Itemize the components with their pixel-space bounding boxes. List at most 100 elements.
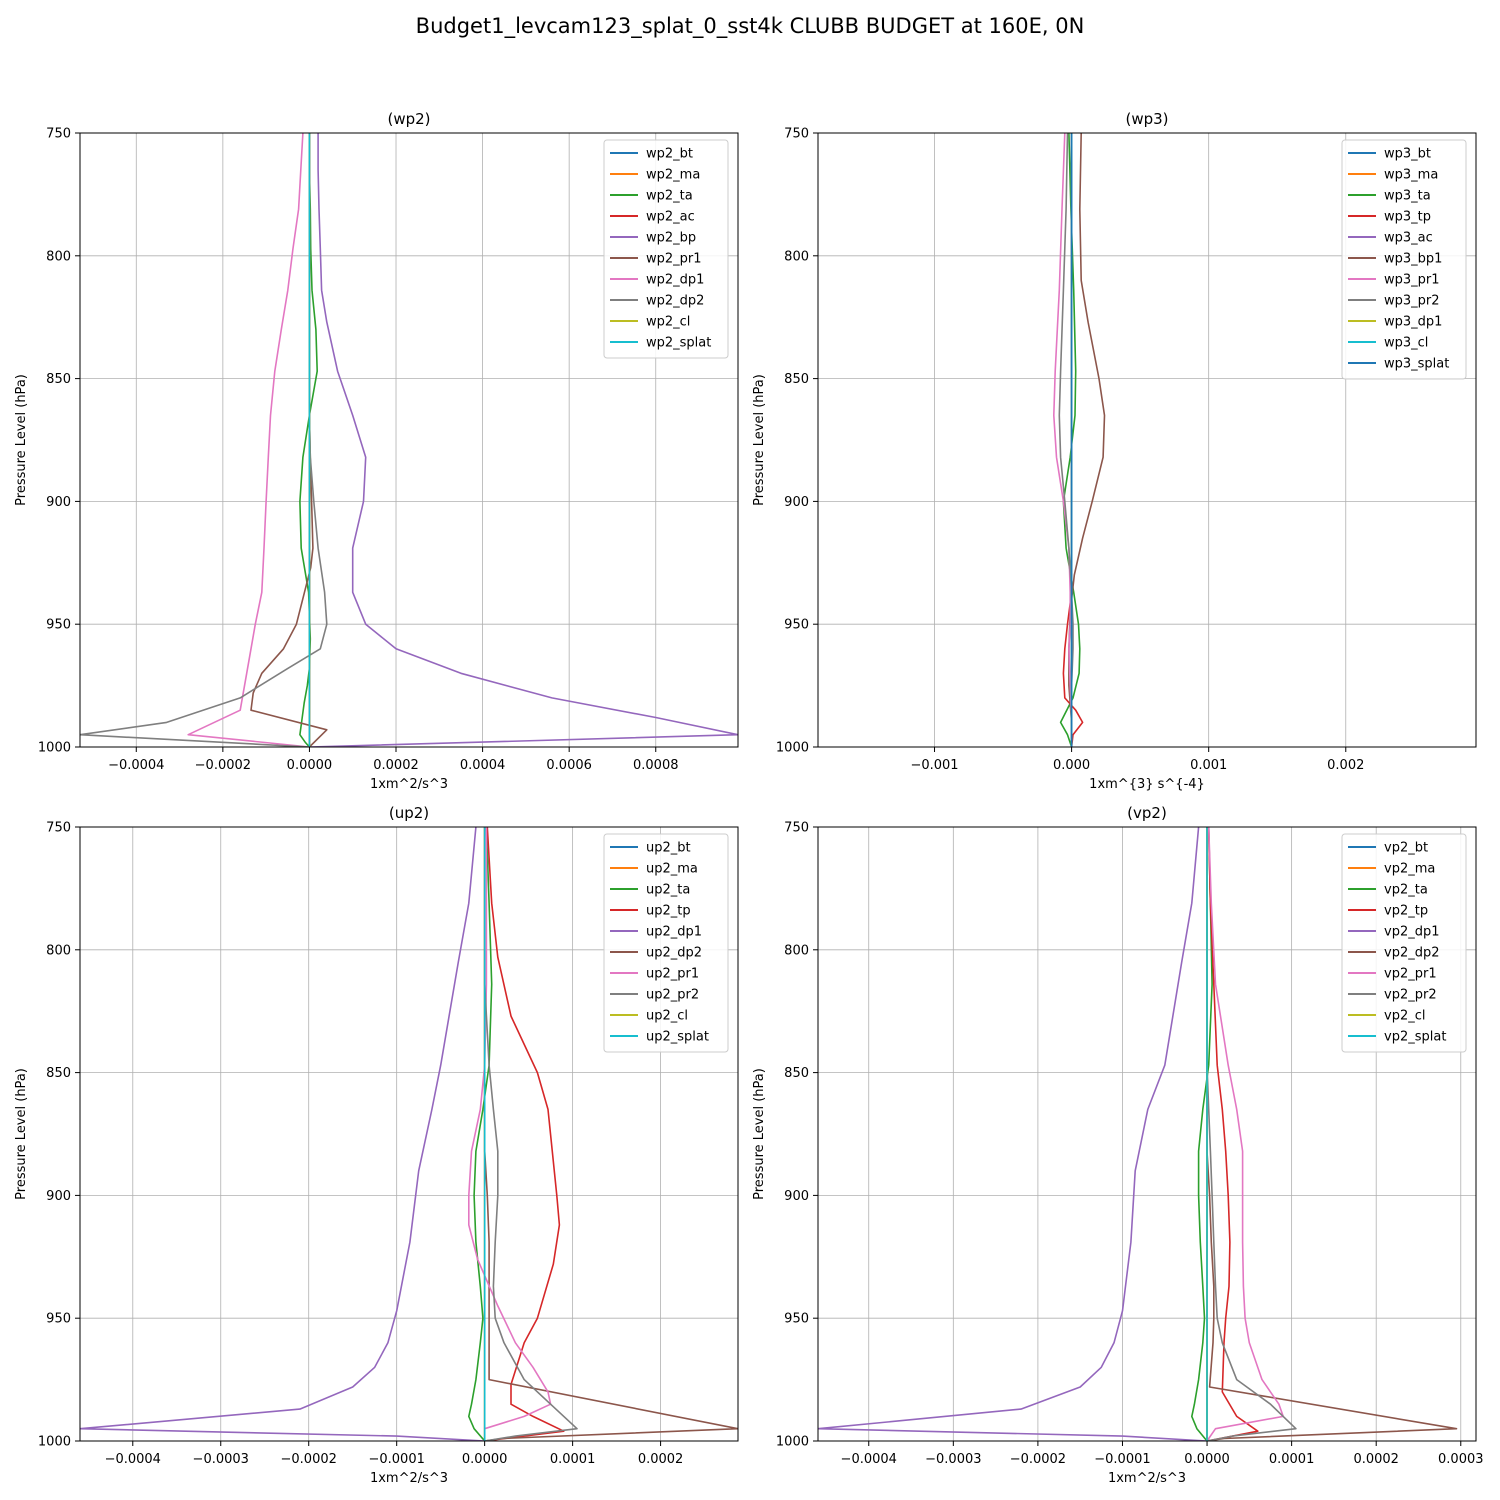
legend-label: wp2_pr1 — [646, 252, 702, 267]
legend-label: wp2_ma — [646, 168, 700, 183]
subplot-title: (wp2) — [387, 110, 430, 128]
x-tick-label: −0.0002 — [281, 1452, 337, 1467]
series-line-wp2_ta — [299, 133, 319, 747]
x-tick-label: 0.0001 — [1269, 1452, 1315, 1467]
x-tick-label: 0.002 — [1327, 758, 1364, 773]
x-tick-label: 0.0003 — [1438, 1452, 1484, 1467]
y-axis-label: Pressure Level (hPa) — [752, 1068, 767, 1200]
y-tick-label: 950 — [784, 1312, 809, 1327]
legend-label: up2_ma — [646, 862, 698, 877]
legend-label: wp2_dp2 — [646, 294, 704, 309]
x-tick-label: 0.0002 — [373, 758, 419, 773]
legend: wp3_bt wp3_ma wp3_ta wp3_tp wp3_ac wp3_bp1 wp3… — [1341, 139, 1467, 380]
legend-label: up2_tp — [646, 904, 691, 919]
legend-label: wp2_cl — [646, 315, 690, 330]
subplot-title: (up2) — [389, 804, 429, 822]
series-line-wp3_bp1 — [1068, 133, 1106, 747]
legend-label: vp2_cl — [1384, 1009, 1425, 1024]
subplot-2: −0.0004 −0.0003 −0.0002 −0.0001 0.0000 0.0001… — [14, 804, 739, 1486]
legend-label: vp2_ta — [1384, 883, 1428, 898]
x-axis-label: 1xm^2/s^3 — [1108, 1471, 1186, 1486]
series-line-vp2_ta — [1191, 827, 1213, 1441]
legend-label: wp3_tp — [1384, 210, 1431, 225]
series-line-wp3_ta — [1059, 133, 1081, 747]
series-line-wp2_pr1 — [250, 133, 328, 747]
y-tick-label: 950 — [46, 1312, 71, 1327]
legend-label: vp2_dp2 — [1384, 946, 1440, 961]
series-line-up2_pr1 — [467, 827, 552, 1430]
subplot-3: −0.0004 −0.0003 −0.0002 −0.0001 0.0000 0.0001… — [752, 804, 1484, 1486]
x-tick-label: 0.001 — [1190, 758, 1227, 773]
series-line-wp2_dp1 — [187, 133, 310, 747]
legend-label: up2_dp2 — [646, 946, 702, 961]
x-tick-label: −0.0004 — [105, 1452, 161, 1467]
y-tick-label: 750 — [46, 127, 71, 142]
series-line-vp2_dp1 — [818, 827, 1208, 1441]
series-group — [80, 827, 738, 1441]
legend-label: vp2_splat — [1384, 1030, 1446, 1045]
y-tick-label: 950 — [784, 618, 809, 633]
legend-label: wp2_bt — [646, 147, 693, 162]
x-tick-label: −0.0004 — [108, 758, 164, 773]
x-tick-label: 0.0002 — [638, 1452, 684, 1467]
x-tick-label: 0.0006 — [546, 758, 592, 773]
legend-label: wp3_ma — [1384, 168, 1438, 183]
legend-label: wp3_ac — [1384, 231, 1433, 246]
series-line-wp2_bp — [309, 133, 738, 747]
series-line-vp2_tp — [1206, 827, 1259, 1441]
x-axis-label: 1xm^2/s^3 — [370, 1471, 448, 1486]
series-group — [1053, 133, 1106, 747]
x-tick-label: −0.0002 — [1010, 1452, 1066, 1467]
legend-label: up2_dp1 — [646, 925, 702, 940]
y-tick-label: 900 — [784, 1189, 809, 1204]
legend-label: wp3_ta — [1384, 189, 1431, 204]
y-tick-label: 850 — [46, 372, 71, 387]
series-line-up2_pr2 — [483, 827, 578, 1441]
y-tick-label: 800 — [784, 249, 809, 264]
subplot-title: (wp3) — [1125, 110, 1168, 128]
x-axis-label: 1xm^{3} s^{-4} — [1089, 777, 1205, 792]
x-tick-label: 0.0001 — [550, 1452, 596, 1467]
series-group — [80, 133, 738, 747]
x-tick-label: −0.0001 — [1094, 1452, 1150, 1467]
legend-box — [1341, 139, 1467, 380]
series-line-vp2_pr1 — [1206, 827, 1284, 1441]
y-tick-label: 1000 — [776, 741, 809, 756]
subplot-title: (vp2) — [1127, 804, 1167, 822]
legend-label: up2_bt — [646, 841, 691, 856]
legend-label: wp3_splat — [1384, 357, 1449, 372]
legend-label: wp3_cl — [1384, 336, 1428, 351]
x-tick-label: 0.0000 — [287, 758, 333, 773]
x-tick-label: −0.001 — [910, 758, 958, 773]
y-axis-label: Pressure Level (hPa) — [14, 1068, 29, 1200]
series-group — [818, 827, 1458, 1441]
legend-label: up2_splat — [646, 1030, 709, 1045]
series-line-wp2_dp2 — [80, 133, 328, 747]
x-tick-label: −0.0004 — [841, 1452, 897, 1467]
y-tick-label: 1000 — [38, 741, 71, 756]
y-tick-label: 1000 — [38, 1435, 71, 1450]
legend-label: wp3_bt — [1384, 147, 1431, 162]
y-tick-label: 850 — [46, 1066, 71, 1081]
x-tick-label: 0.0008 — [633, 758, 679, 773]
legend-label: wp2_dp1 — [646, 273, 704, 288]
series-line-up2_ta — [467, 827, 493, 1441]
x-tick-label: 0.000 — [1053, 758, 1090, 773]
legend-label: vp2_tp — [1384, 904, 1428, 919]
legend-label: wp2_ac — [646, 210, 695, 225]
y-tick-label: 800 — [46, 249, 71, 264]
subplot-0: −0.0004 −0.0002 0.0000 0.0002 0.0004 0.0006 0.… — [14, 110, 739, 792]
x-tick-label: 0.0004 — [460, 758, 506, 773]
legend-label: wp3_pr1 — [1384, 273, 1440, 288]
y-tick-label: 750 — [784, 127, 809, 142]
y-tick-label: 900 — [46, 495, 71, 510]
legend-label: wp3_pr2 — [1384, 294, 1440, 309]
series-line-wp3_pr1 — [1053, 133, 1073, 747]
y-axis-label: Pressure Level (hPa) — [752, 374, 767, 506]
y-tick-label: 850 — [784, 372, 809, 387]
y-tick-label: 750 — [784, 821, 809, 836]
figure-title: Budget1_levcam123_splat_0_sst4k CLUBB BU… — [415, 14, 1085, 38]
subplot-1: −0.001 0.000 0.001 0.002 750 800 850 900 950 1000… — [752, 110, 1477, 792]
axes-frame — [817, 132, 1477, 748]
